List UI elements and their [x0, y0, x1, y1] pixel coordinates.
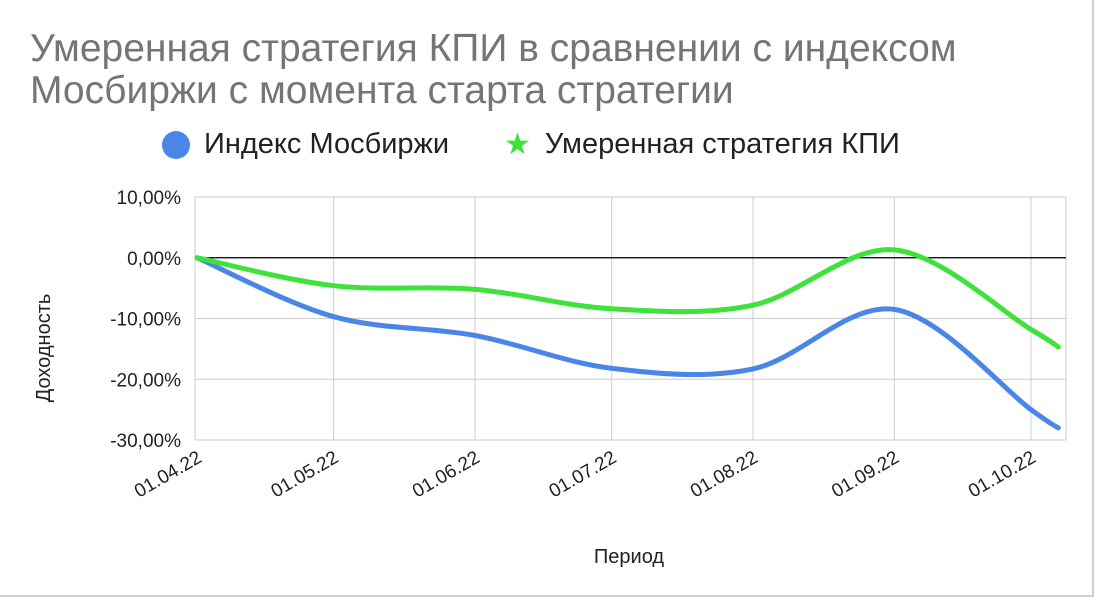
y-axis-title: Доходность [33, 294, 55, 403]
y-tick-labels: 10,00% 0,00% -10,00% -20,00% -30,00% [110, 188, 181, 452]
x-tick-labels: 01.04.22 01.05.22 01.06.22 01.07.22 01.08.22… [131, 447, 1040, 502]
x-axis-title: Период [594, 546, 664, 568]
circle-marker-icon [162, 130, 190, 159]
legend-item-kpi[interactable]: ★ Умеренная стратегия КПИ [504, 128, 900, 161]
legend: Индекс Мосбиржи ★ Умеренная стратегия КП… [0, 128, 1092, 168]
x-tick-label: 01.06.22 [409, 447, 484, 502]
x-tick-label: 01.08.22 [687, 447, 762, 502]
series-lines [194, 247, 1061, 431]
series-line-moex[interactable] [194, 255, 1061, 431]
gridlines [194, 196, 1067, 441]
chart-frame: Умеренная стратегия КПИ в сравнении с ин… [0, 0, 1094, 597]
y-tick-label: 0,00% [127, 249, 181, 270]
x-tick-label: 01.10.22 [965, 447, 1040, 502]
legend-label-kpi: Умеренная стратегия КПИ [544, 128, 900, 160]
x-tick-label: 01.04.22 [131, 447, 206, 502]
star-marker-icon: ★ [504, 127, 531, 161]
y-tick-label: -20,00% [110, 370, 181, 391]
y-tick-label: 10,00% [117, 188, 182, 209]
x-tick-label: 01.07.22 [546, 447, 621, 502]
legend-label-moex: Индекс Мосбиржи [204, 128, 450, 160]
y-tick-label: -30,00% [110, 431, 181, 452]
chart-title: Умеренная стратегия КПИ в сравнении с ин… [30, 27, 957, 112]
series-line-kpi[interactable] [194, 247, 1061, 350]
legend-item-moex[interactable]: Индекс Мосбиржи [162, 128, 449, 161]
x-tick-label: 01.09.22 [828, 447, 903, 502]
y-tick-label: -10,00% [110, 310, 181, 331]
x-tick-label: 01.05.22 [268, 447, 343, 502]
